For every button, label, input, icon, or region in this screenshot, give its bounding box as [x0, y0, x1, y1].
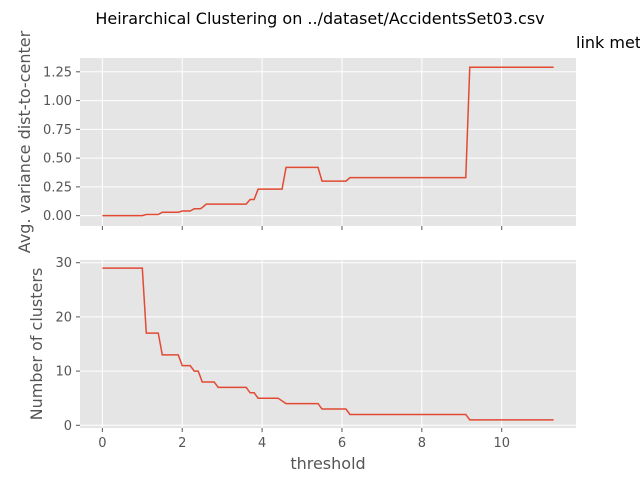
bottom-x-tick-label: 4: [258, 436, 266, 451]
bottom-y-tick-label: 10: [55, 365, 72, 380]
bottom-subplot: 0 2 4 6 8 10 0 10 20 30 Number of clusters thresh…: [27, 256, 576, 473]
bottom-y-tick-label: 20: [55, 310, 72, 325]
top-ticks: 0.00 0.25 0.50 0.75 1.00 1.25: [43, 65, 503, 230]
top-y-tick-label: 0.75: [43, 123, 72, 138]
top-y-tick-label: 0.50: [43, 152, 72, 167]
bottom-x-tick-label: 6: [338, 436, 346, 451]
figure-title: Heirarchical Clustering on ../dataset/Ac…: [95, 9, 544, 28]
bottom-y-tick-label: 30: [55, 256, 72, 271]
bottom-ticks: 0 2 4 6 8 10 0 10 20 30: [55, 256, 510, 451]
bottom-y-tick-label: 0: [64, 419, 72, 434]
bottom-plot-area: [80, 260, 576, 428]
top-y-tick-label: 0.25: [43, 180, 72, 195]
bottom-x-tick-label: 8: [418, 436, 426, 451]
top-y-tick-label: 0.00: [43, 209, 72, 224]
bottom-x-tick-label: 0: [98, 436, 106, 451]
figure-corner-text: link met: [576, 33, 640, 52]
top-y-tick-label: 1.00: [43, 94, 72, 109]
top-gridlines: [80, 58, 576, 226]
top-y-tick-label: 1.25: [43, 65, 72, 80]
bottom-y-axis-label: Number of clusters: [27, 268, 46, 421]
x-axis-label: threshold: [290, 454, 365, 473]
top-series-line: [102, 66, 554, 217]
bottom-x-tick-label: 10: [493, 436, 510, 451]
bottom-gridlines: [80, 260, 576, 428]
bottom-series-line: [102, 267, 554, 421]
top-subplot: 0.00 0.25 0.50 0.75 1.00 1.25 Avg. variance d…: [15, 30, 576, 253]
top-y-axis-label: Avg. variance dist-to-center: [15, 30, 34, 253]
bottom-x-tick-label: 2: [178, 436, 186, 451]
top-plot-area: [80, 58, 576, 226]
